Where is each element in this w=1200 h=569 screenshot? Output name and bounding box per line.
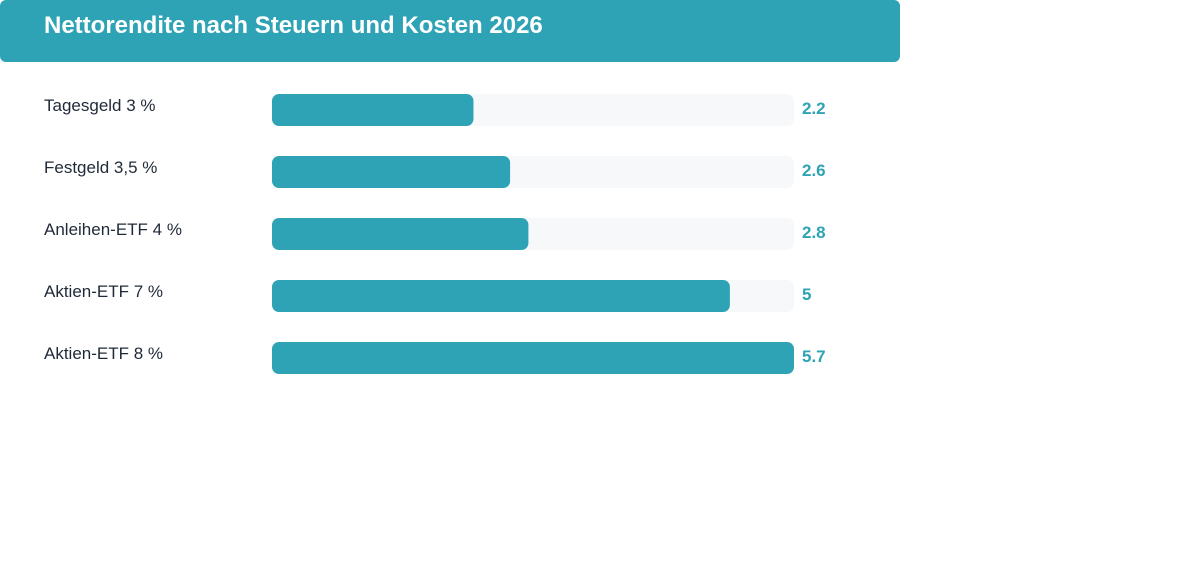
chart-title: Nettorendite nach Steuern und Kosten 202…: [44, 12, 543, 39]
bar: [272, 156, 511, 188]
chart-header: Nettorendite nach Steuern und Kosten 202…: [0, 0, 900, 62]
bar: [272, 342, 794, 374]
value-label: 2.2: [802, 99, 826, 118]
bar: [272, 218, 529, 250]
value-label: 2.8: [802, 223, 826, 242]
bar: [272, 94, 474, 126]
bar: [272, 280, 730, 312]
category-label: Tagesgeld 3 %: [44, 96, 156, 115]
category-label: Festgeld 3,5 %: [44, 158, 157, 177]
value-label: 2.6: [802, 161, 826, 180]
value-label: 5.7: [802, 347, 826, 366]
category-label: Aktien-ETF 7 %: [44, 282, 163, 301]
category-label: Aktien-ETF 8 %: [44, 344, 163, 363]
category-label: Anleihen-ETF 4 %: [44, 220, 182, 239]
value-label: 5: [802, 285, 811, 304]
